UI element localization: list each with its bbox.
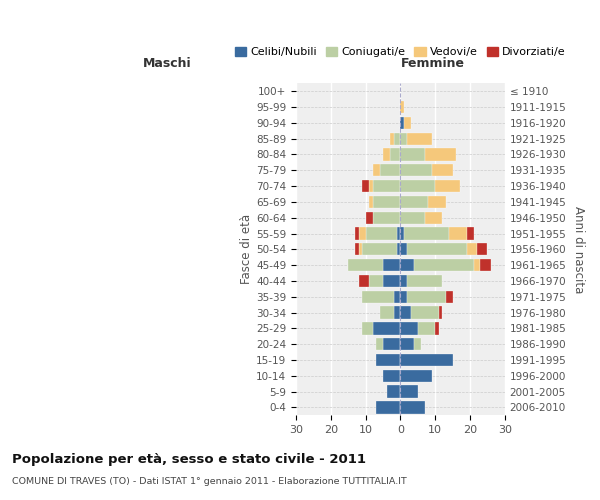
Bar [383,338,400,350]
Bar [365,228,397,239]
Bar [376,338,383,350]
Bar [418,322,435,334]
Bar [373,164,380,176]
Bar [481,259,491,272]
Bar [439,306,442,318]
Bar [376,401,400,413]
Bar [355,228,359,239]
Bar [394,306,400,318]
Bar [373,322,400,334]
Bar [362,322,373,334]
Bar [400,370,432,382]
Bar [425,212,442,224]
Text: Maschi: Maschi [143,57,192,70]
Bar [400,322,418,334]
Bar [400,196,428,208]
Bar [365,212,373,224]
Bar [400,275,407,287]
Bar [432,164,452,176]
Bar [400,180,435,192]
Bar [355,243,359,256]
Bar [380,164,400,176]
Bar [435,322,439,334]
Bar [373,180,400,192]
Bar [400,116,404,129]
Bar [359,228,365,239]
Y-axis label: Anni di nascita: Anni di nascita [572,206,585,293]
Bar [383,259,400,272]
Bar [349,259,383,272]
Bar [383,148,390,160]
Bar [425,148,456,160]
Bar [446,290,452,303]
Bar [380,306,394,318]
Bar [449,228,467,239]
Bar [467,228,473,239]
Bar [390,132,394,145]
Bar [400,386,418,398]
Bar [400,148,425,160]
Bar [373,212,400,224]
Bar [400,243,407,256]
Bar [362,290,394,303]
Bar [394,132,400,145]
Bar [407,290,446,303]
Bar [404,228,449,239]
Bar [369,196,373,208]
Bar [477,243,487,256]
Y-axis label: Fasce di età: Fasce di età [241,214,253,284]
Legend: Celibi/Nubili, Coniugati/e, Vedovi/e, Divorziati/e: Celibi/Nubili, Coniugati/e, Vedovi/e, Di… [230,42,571,62]
Bar [400,259,415,272]
Bar [400,354,452,366]
Bar [369,180,373,192]
Bar [369,275,383,287]
Bar [404,116,411,129]
Bar [400,132,407,145]
Bar [400,306,411,318]
Bar [386,386,400,398]
Bar [397,228,400,239]
Bar [411,306,439,318]
Text: Popolazione per età, sesso e stato civile - 2011: Popolazione per età, sesso e stato civil… [12,452,366,466]
Bar [415,338,421,350]
Bar [359,275,369,287]
Bar [407,243,467,256]
Text: Femmine: Femmine [400,57,464,70]
Bar [400,101,404,113]
Bar [397,243,400,256]
Bar [373,196,400,208]
Bar [362,180,369,192]
Bar [400,212,425,224]
Bar [473,259,481,272]
Bar [400,290,407,303]
Bar [400,338,415,350]
Text: COMUNE DI TRAVES (TO) - Dati ISTAT 1° gennaio 2011 - Elaborazione TUTTITALIA.IT: COMUNE DI TRAVES (TO) - Dati ISTAT 1° ge… [12,477,407,486]
Bar [407,275,442,287]
Bar [467,243,477,256]
Bar [394,290,400,303]
Bar [435,180,460,192]
Bar [400,164,432,176]
Bar [383,275,400,287]
Bar [407,132,432,145]
Bar [359,243,362,256]
Bar [400,228,404,239]
Bar [390,148,400,160]
Bar [383,370,400,382]
Bar [362,243,397,256]
Bar [428,196,446,208]
Bar [376,354,400,366]
Bar [415,259,473,272]
Bar [400,401,425,413]
